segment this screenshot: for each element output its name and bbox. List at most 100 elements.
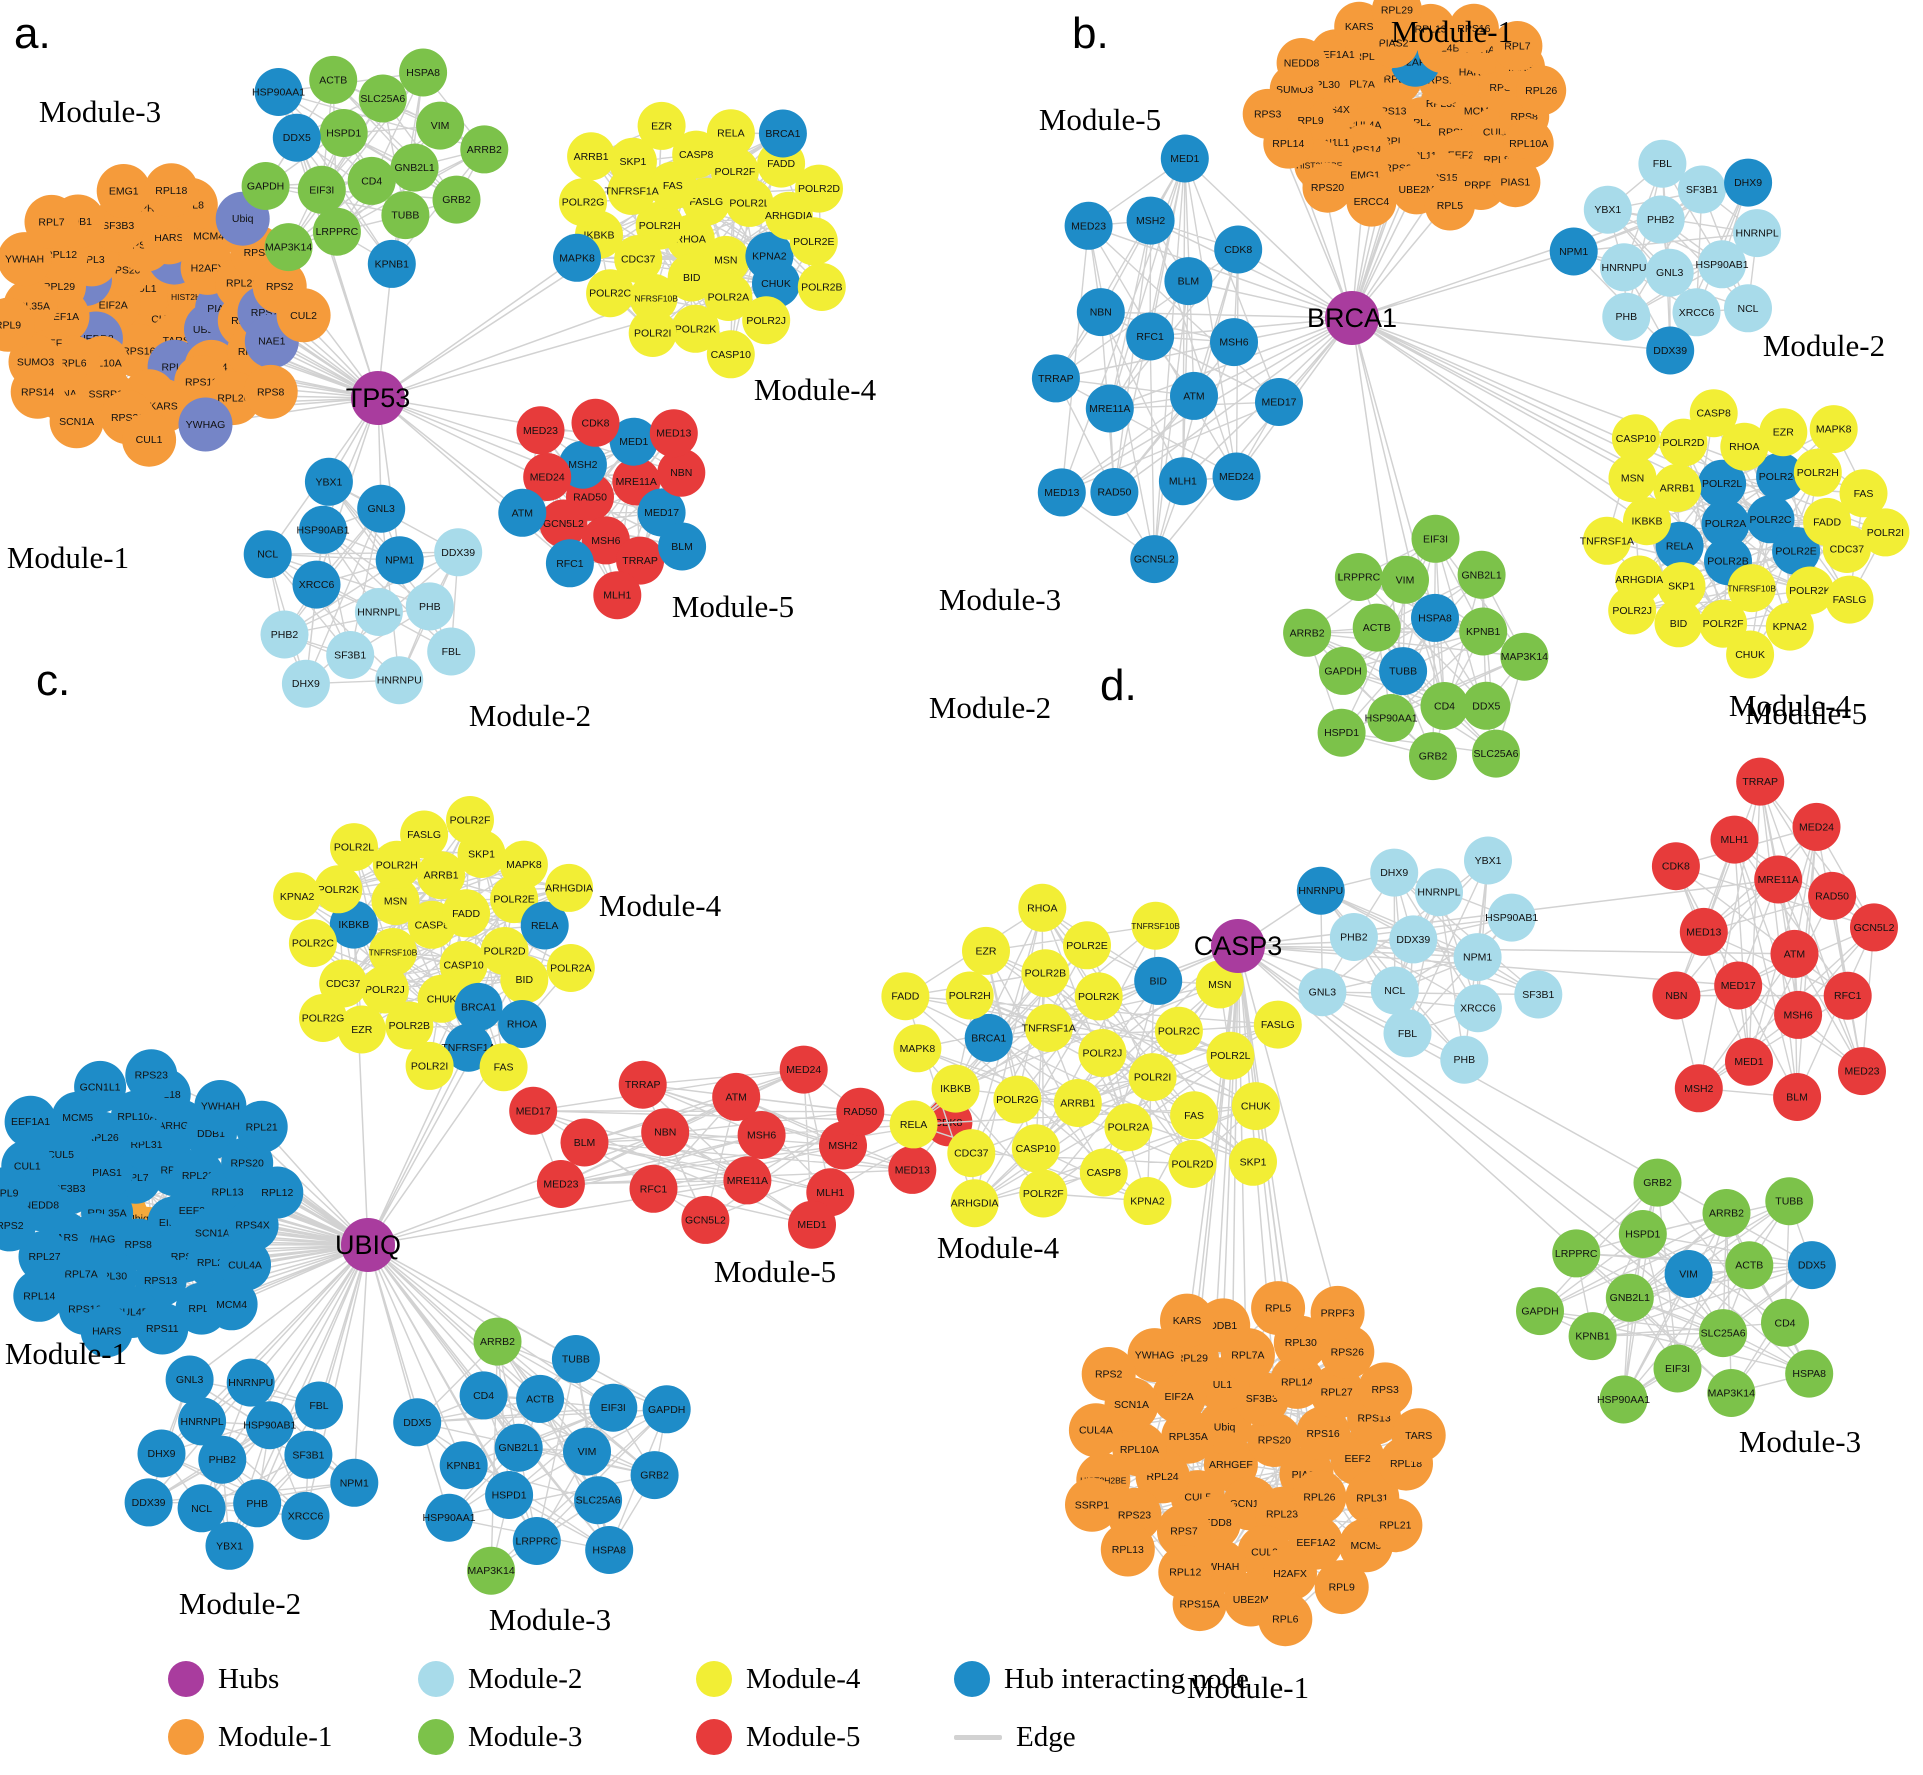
node-EZR[interactable]: EZR [962, 926, 1010, 975]
node-EMG1[interactable]: EMG1 [96, 164, 151, 218]
node-PHB2[interactable]: PHB2 [260, 610, 309, 659]
node-MED17[interactable]: MED17 [1714, 961, 1763, 1010]
node-HSPA8[interactable]: HSPA8 [585, 1526, 634, 1574]
node-ARHGDIA[interactable]: ARHGDIA [950, 1179, 999, 1228]
node-POLR2J[interactable]: POLR2J [1078, 1029, 1127, 1077]
node-RPL13[interactable]: RPL13 [1100, 1522, 1155, 1577]
node-GNB2L1[interactable]: GNB2L1 [494, 1423, 543, 1472]
node-EZR[interactable]: EZR [637, 101, 686, 150]
node-GAPDH[interactable]: GAPDH [642, 1385, 691, 1434]
node-FBL[interactable]: FBL [1383, 1009, 1432, 1058]
node-KPNB1[interactable]: KPNB1 [1459, 607, 1508, 656]
node-POLR2C[interactable]: POLR2C [288, 919, 337, 968]
node-CASP10[interactable]: CASP10 [706, 330, 755, 379]
node-RPS20[interactable]: RPS20 [1302, 162, 1353, 213]
node-HSPA8[interactable]: HSPA8 [1785, 1349, 1834, 1398]
node-MAPK8[interactable]: MAPK8 [893, 1024, 942, 1073]
node-ARRB1[interactable]: ARRB1 [567, 132, 616, 181]
node-RPS3[interactable]: RPS3 [1358, 1362, 1413, 1417]
node-POLR2A[interactable]: POLR2A [1104, 1103, 1153, 1152]
node-POLR2H[interactable]: POLR2H [1793, 448, 1842, 497]
node-RPL18[interactable]: RPL18 [144, 163, 199, 218]
hub-node-UBIQ[interactable]: UBIQ [335, 1218, 401, 1272]
node-HNRNPL[interactable]: HNRNPL [178, 1397, 227, 1446]
node-MED13[interactable]: MED13 [1037, 468, 1086, 517]
node-RPS8[interactable]: RPS8 [243, 364, 298, 419]
node-VIM[interactable]: VIM [563, 1427, 611, 1476]
node-NPM1[interactable]: NPM1 [375, 536, 424, 585]
node-BLM[interactable]: BLM [1773, 1073, 1822, 1121]
node-POLR2D[interactable]: POLR2D [795, 164, 843, 213]
node-HSP90AA1[interactable]: HSP90AA1 [423, 1493, 476, 1542]
node-NEDD8[interactable]: NEDD8 [1276, 38, 1327, 88]
node-SSRP1[interactable]: SSRP1 [1065, 1477, 1119, 1532]
node-RPS23[interactable]: RPS23 [125, 1049, 178, 1102]
node-MLH1[interactable]: MLH1 [1710, 815, 1759, 864]
node-GAPDH[interactable]: GAPDH [1516, 1287, 1564, 1336]
node-RPL7[interactable]: RPL7 [24, 194, 79, 249]
node-GCN5L2[interactable]: GCN5L2 [1850, 903, 1898, 952]
node-LRPPRC[interactable]: LRPPRC [512, 1517, 561, 1565]
node-CDC37[interactable]: CDC37 [947, 1129, 996, 1178]
node-HNRNPU[interactable]: HNRNPU [1600, 243, 1648, 292]
node-SLC25A6[interactable]: SLC25A6 [574, 1476, 623, 1525]
node-HSPD1[interactable]: HSPD1 [1317, 708, 1366, 757]
node-DDX39[interactable]: DDX39 [1646, 326, 1695, 375]
node-VIM[interactable]: VIM [1381, 555, 1429, 604]
node-SF3B1[interactable]: SF3B1 [1677, 165, 1726, 214]
hub-node-BRCA1[interactable]: BRCA1 [1307, 291, 1397, 345]
node-MSH2[interactable]: MSH2 [1674, 1064, 1723, 1113]
node-MED1[interactable]: MED1 [1725, 1037, 1773, 1086]
node-ARRB2[interactable]: ARRB2 [1283, 608, 1332, 657]
node-CD4[interactable]: CD4 [459, 1371, 508, 1420]
node-MED13[interactable]: MED13 [649, 409, 698, 458]
node-DHX9[interactable]: DHX9 [137, 1429, 186, 1478]
node-HNRNPL[interactable]: HNRNPL [1415, 868, 1463, 917]
node-GNB2L1[interactable]: GNB2L1 [1457, 550, 1506, 599]
node-HSPD1[interactable]: HSPD1 [1618, 1210, 1667, 1258]
node-CUL1[interactable]: CUL1 [122, 412, 177, 467]
node-DDX5[interactable]: DDX5 [1462, 681, 1511, 730]
node-EIF3I[interactable]: EIF3I [1653, 1344, 1702, 1393]
node-ATM[interactable]: ATM [1170, 371, 1218, 420]
node-POLR2F[interactable]: POLR2F [446, 796, 494, 844]
node-ACTB[interactable]: ACTB [1352, 603, 1401, 652]
node-RELA[interactable]: RELA [706, 109, 755, 158]
node-CHUK[interactable]: CHUK [1231, 1082, 1280, 1131]
node-NCL[interactable]: NCL [1724, 284, 1772, 333]
node-ARHGDIA[interactable]: ARHGDIA [545, 863, 594, 912]
node-FBL[interactable]: FBL [295, 1381, 343, 1430]
node-KPNA2[interactable]: KPNA2 [1765, 602, 1814, 651]
node-MED24[interactable]: MED24 [779, 1045, 828, 1094]
node-BRCA1[interactable]: BRCA1 [964, 1013, 1013, 1062]
node-MED23[interactable]: MED23 [1064, 201, 1113, 250]
node-GRB2[interactable]: GRB2 [432, 175, 481, 224]
node-BLM[interactable]: BLM [1164, 257, 1213, 306]
node-GNB2L1[interactable]: GNB2L1 [390, 143, 439, 192]
node-PHB[interactable]: PHB [233, 1479, 282, 1528]
node-RAD50[interactable]: RAD50 [1090, 468, 1139, 516]
node-EIF3I[interactable]: EIF3I [589, 1383, 638, 1432]
node-XRCC6[interactable]: XRCC6 [281, 1491, 330, 1540]
node-POLR2D[interactable]: POLR2D [1168, 1140, 1217, 1188]
node-MRE11A[interactable]: MRE11A [1754, 855, 1803, 904]
node-CHUK[interactable]: CHUK [1726, 630, 1775, 679]
node-NCL[interactable]: NCL [1370, 966, 1419, 1015]
node-HSPD1[interactable]: HSPD1 [485, 1471, 534, 1519]
node-DHX9[interactable]: DHX9 [1724, 158, 1773, 207]
node-EEF1A1[interactable]: EEF1A1 [4, 1095, 57, 1148]
node-ATM[interactable]: ATM [1770, 929, 1819, 978]
node-GNB2L1[interactable]: GNB2L1 [1605, 1273, 1654, 1322]
node-POLR2I[interactable]: POLR2I [405, 1041, 454, 1090]
node-EIF3I[interactable]: EIF3I [297, 165, 346, 214]
node-BLM[interactable]: BLM [658, 522, 707, 571]
node-VIM[interactable]: VIM [1664, 1250, 1713, 1298]
node-POLR2L[interactable]: POLR2L [330, 823, 378, 872]
node-KARS[interactable]: KARS [1160, 1293, 1214, 1348]
node-RFC1[interactable]: RFC1 [1823, 971, 1872, 1020]
node-DDX5[interactable]: DDX5 [1787, 1241, 1836, 1290]
node-YWHAG[interactable]: YWHAG [178, 397, 233, 452]
node-KPNB1[interactable]: KPNB1 [439, 1441, 488, 1490]
node-LRPPRC[interactable]: LRPPRC [312, 207, 361, 256]
node-PHB[interactable]: PHB [1602, 292, 1651, 341]
